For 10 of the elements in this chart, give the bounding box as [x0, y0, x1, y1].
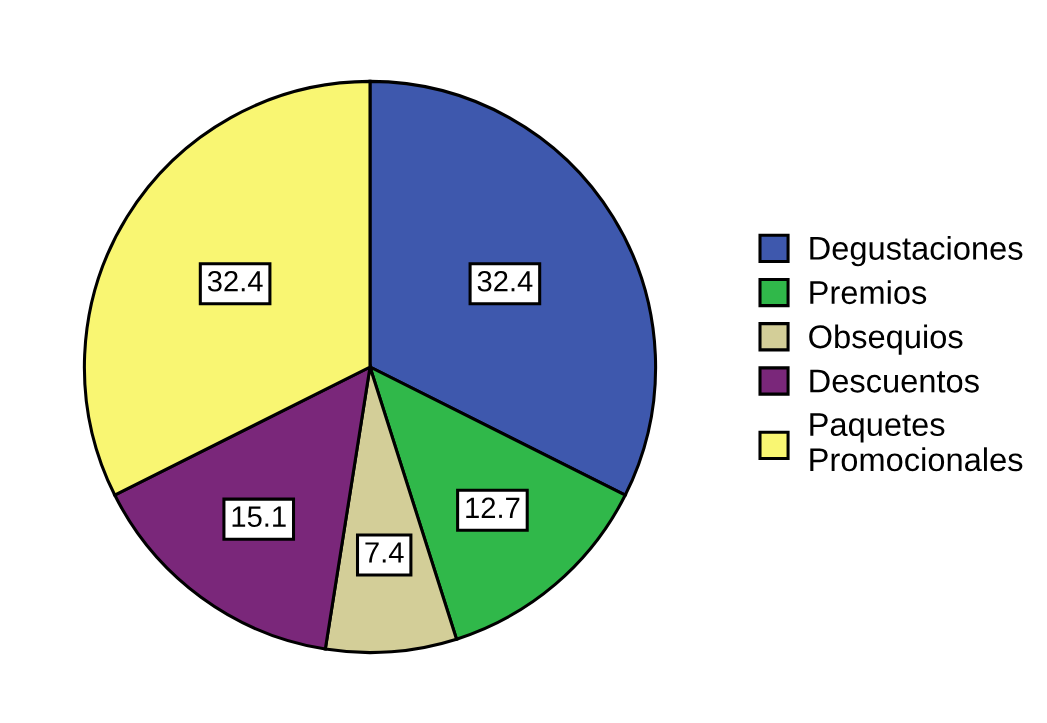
legend-label: Premios [810, 280, 927, 305]
legend-label: Paquetes Promocionales [810, 413, 1023, 472]
data-label: 12.7 [466, 497, 520, 518]
data-label: 15.1 [232, 506, 286, 527]
legend-label: Degustaciones [810, 235, 1023, 267]
data-label: 32.4 [477, 270, 533, 292]
data-label: 32.4 [207, 270, 263, 292]
data-label: 7.4 [365, 542, 404, 563]
legend-label: Descuentos [810, 369, 979, 393]
legend-label: Obsequios [809, 324, 963, 355]
